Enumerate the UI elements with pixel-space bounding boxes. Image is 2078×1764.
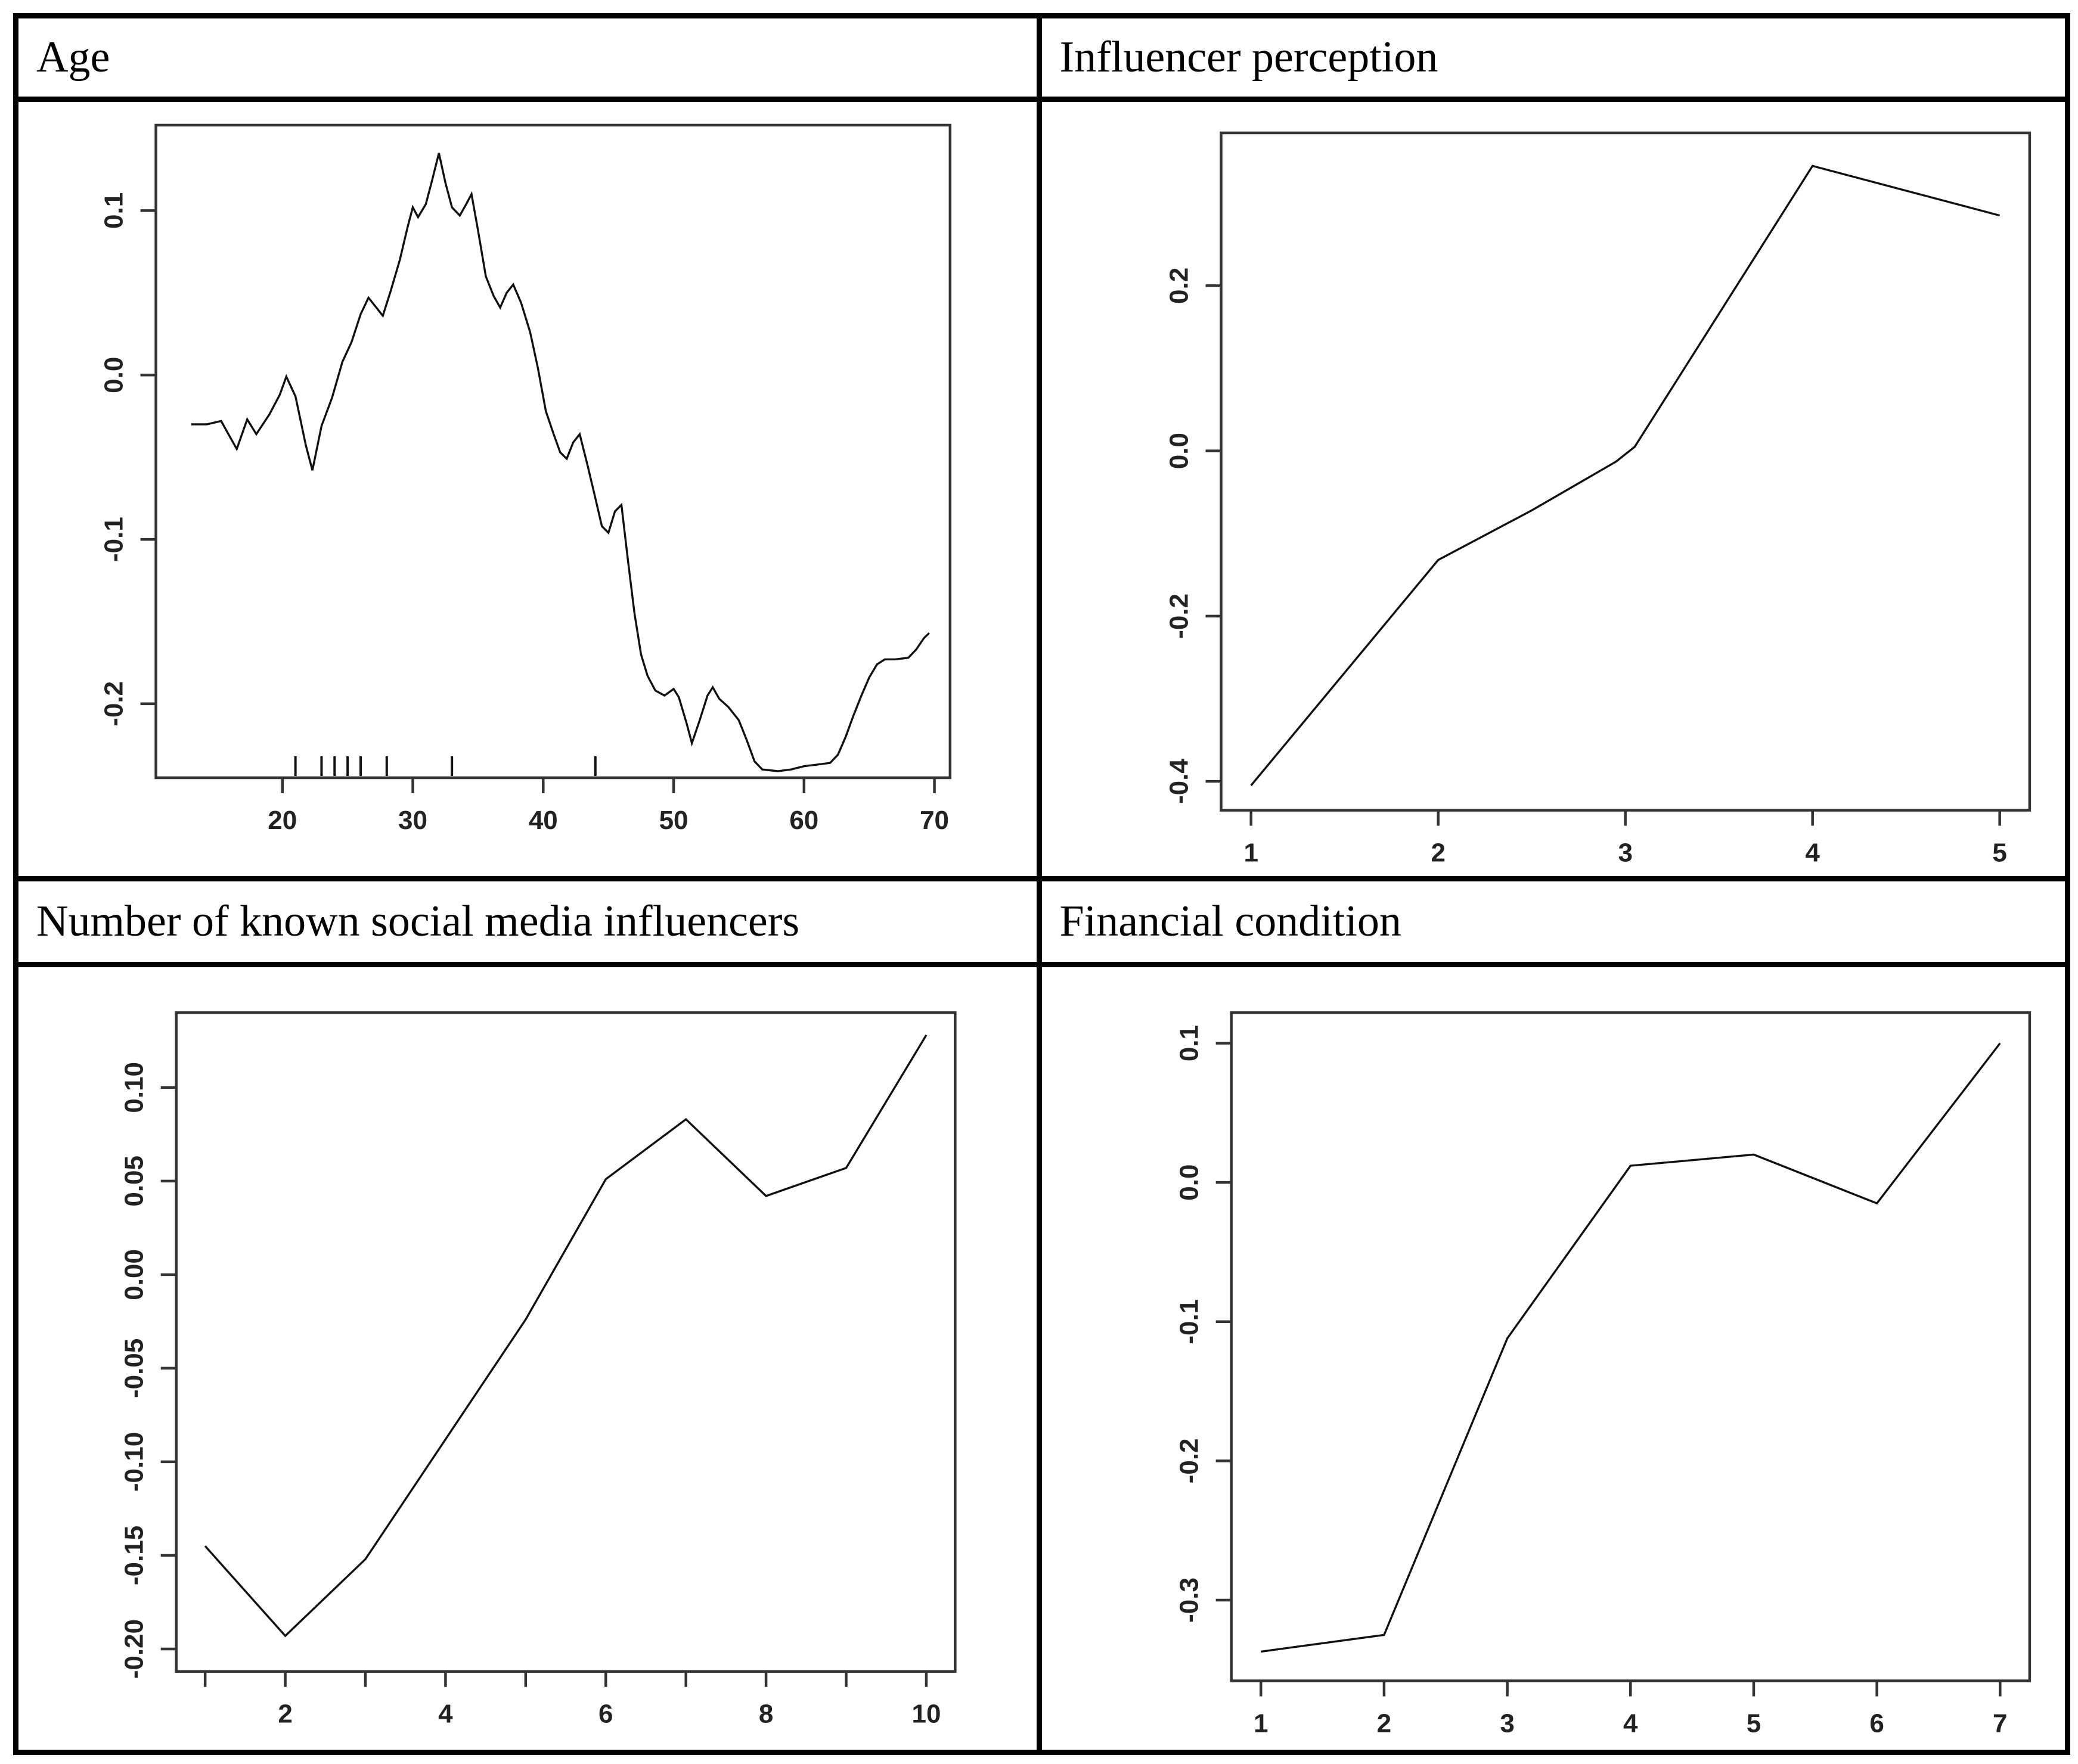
x-tick-label: 6: [1869, 1709, 1884, 1738]
y-axis: 0.10 0.05 0.00 -0.05 -0.10 -0.15 -0.20: [120, 1062, 175, 1679]
nsmi-plot-svg: 2 4 6 8 10 0.10 0.05 0.00 -0.05 -0.10 -0.15 -0.20: [120, 1011, 957, 1729]
y-tick-label: -0.2: [1174, 1438, 1204, 1483]
x-axis: 1 2 3 4 5 6 7: [1254, 1682, 2007, 1738]
rug-marks: [294, 756, 597, 777]
x-axis: 20 30 40 50 60 70: [268, 779, 949, 835]
y-tick-label: 0.0: [1164, 433, 1193, 469]
y-tick-label: -0.3: [1174, 1577, 1204, 1623]
y-tick-label: 0.1: [100, 192, 129, 229]
panel-title-financial-condition-text: Financial condition: [1059, 897, 1401, 946]
panel-title-number-of-influencers: Number of known social media influencers: [18, 881, 1042, 967]
y-tick-label: -0.1: [1174, 1299, 1204, 1344]
x-tick-label: 40: [529, 806, 558, 835]
panel-title-influencer-perception-text: Influencer perception: [1059, 33, 1438, 82]
data-line: [204, 1034, 928, 1638]
panel-title-financial-condition: Financial condition: [1041, 881, 2065, 967]
x-tick-label: 2: [1431, 838, 1445, 868]
x-tick-label: 7: [1993, 1709, 2007, 1738]
plot-box: [1219, 131, 2031, 812]
y-axis: 0.1 0.0 -0.1 -0.2 -0.3: [1174, 1025, 1230, 1623]
y-tick-label: -0.15: [120, 1526, 149, 1585]
x-tick-label: 1: [1243, 838, 1258, 868]
x-axis: 2 4 6 8 10: [203, 1672, 941, 1729]
data-line: [1249, 164, 2000, 787]
y-tick-label: 0.05: [120, 1156, 149, 1207]
number-of-influencers-chart: 2 4 6 8 10 0.10 0.05 0.00 -0.05 -0.10 -0.15 -0.20: [18, 967, 1042, 1750]
y-tick-label: 0.0: [100, 357, 129, 393]
x-tick-label: 6: [598, 1700, 613, 1729]
influencer-plot-svg: 1 2 3 4 5 0.2 0.0 -0.2 -0.4: [1164, 131, 2031, 868]
panel-title-age: Age: [18, 18, 1042, 102]
plot-box: [1229, 1011, 2031, 1682]
x-tick-label: 3: [1500, 1709, 1514, 1738]
data-line: [191, 153, 930, 772]
y-tick-label: 0.0: [1174, 1164, 1204, 1201]
financial-plot-svg: 1 2 3 4 5 6 7 0.1 0.0 -0.1 -0.2 -0.3: [1174, 1011, 2031, 1738]
panel-title-age-text: Age: [36, 33, 110, 82]
y-axis: 0.2 0.0 -0.2 -0.4: [1164, 268, 1220, 804]
x-tick-label: 20: [268, 806, 297, 835]
financial-condition-chart: 1 2 3 4 5 6 7 0.1 0.0 -0.1 -0.2 -0.3: [1041, 967, 2065, 1750]
y-tick-label: -0.05: [120, 1338, 149, 1398]
x-tick-label: 8: [759, 1700, 773, 1729]
plot-box: [154, 123, 952, 779]
x-tick-label: 5: [1746, 1709, 1760, 1738]
x-tick-label: 2: [278, 1700, 292, 1729]
x-tick-label: 60: [789, 806, 818, 835]
x-tick-label: 3: [1618, 838, 1632, 868]
influencer-perception-chart: 1 2 3 4 5 0.2 0.0 -0.2 -0.4: [1041, 102, 2065, 881]
x-axis: 1 2 3 4 5: [1243, 811, 2006, 868]
panel-title-number-of-influencers-text: Number of known social media influencers: [36, 897, 800, 946]
y-tick-label: -0.2: [1164, 594, 1193, 639]
x-tick-label: 2: [1376, 1709, 1391, 1738]
x-tick-label: 70: [920, 806, 949, 835]
y-tick-label: -0.4: [1164, 759, 1193, 804]
y-tick-label: -0.20: [120, 1619, 149, 1679]
age-plot-svg: 20 30 40 50 60 70 0.1 0.0 -0.1 -0.2: [100, 123, 952, 835]
y-tick-label: 0.00: [120, 1249, 149, 1300]
data-line: [1260, 1042, 2001, 1653]
x-tick-label: 30: [398, 806, 427, 835]
panel-title-influencer-perception: Influencer perception: [1041, 18, 2065, 102]
y-tick-label: -0.10: [120, 1432, 149, 1492]
y-tick-label: -0.2: [100, 681, 129, 726]
x-tick-label: 10: [911, 1700, 941, 1729]
age-chart: 20 30 40 50 60 70 0.1 0.0 -0.1 -0.2: [18, 102, 1042, 881]
y-tick-label: -0.1: [100, 517, 129, 562]
y-tick-label: 0.10: [120, 1062, 149, 1113]
plot-box: [175, 1011, 957, 1673]
x-tick-label: 5: [1992, 838, 2006, 868]
x-tick-label: 4: [438, 1700, 453, 1729]
x-tick-label: 4: [1623, 1709, 1638, 1738]
y-tick-label: 0.2: [1164, 268, 1193, 304]
y-tick-label: 0.1: [1174, 1025, 1204, 1061]
x-tick-label: 4: [1805, 838, 1820, 868]
x-tick-label: 1: [1254, 1709, 1268, 1738]
x-tick-label: 50: [659, 806, 688, 835]
y-axis: 0.1 0.0 -0.1 -0.2: [100, 192, 155, 726]
figure-grid: Age Influencer perception 20 30 40 50 60 70 0.…: [13, 13, 2070, 1755]
